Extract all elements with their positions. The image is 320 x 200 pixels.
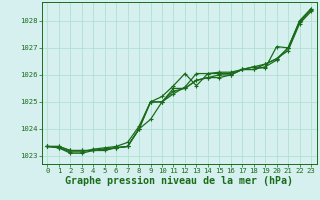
- X-axis label: Graphe pression niveau de la mer (hPa): Graphe pression niveau de la mer (hPa): [65, 176, 293, 186]
